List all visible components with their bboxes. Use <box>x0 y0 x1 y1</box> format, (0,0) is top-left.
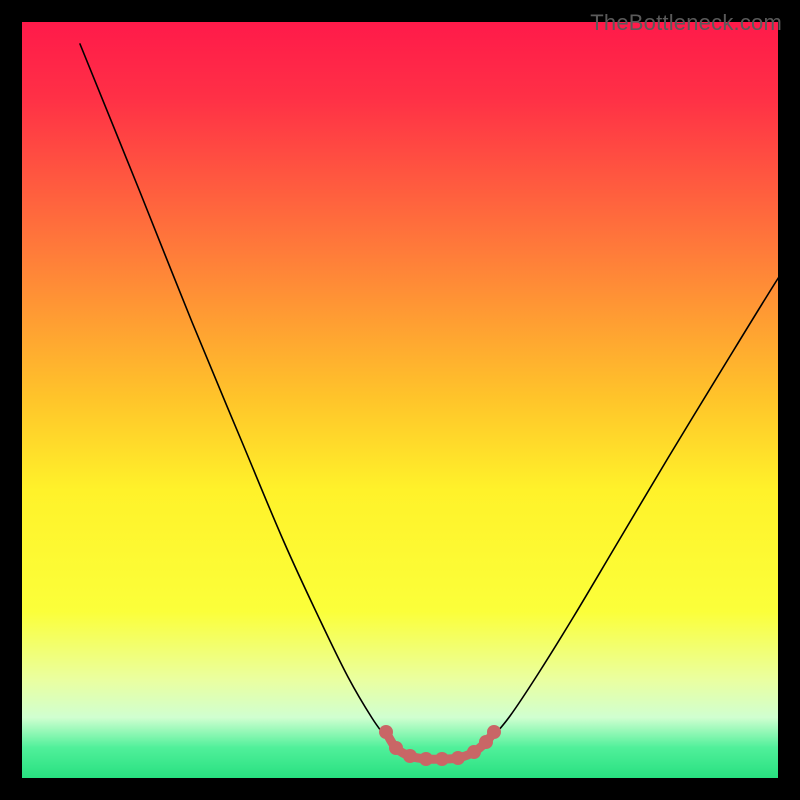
plot-area <box>22 22 778 778</box>
accent-dot <box>379 725 393 739</box>
accent-dot <box>419 752 433 766</box>
chart-svg <box>22 22 800 800</box>
curve-right <box>490 246 800 740</box>
accent-dot <box>403 749 417 763</box>
chart-frame: TheBottleneck.com <box>0 0 800 800</box>
curve-left <box>80 44 388 740</box>
accent-dot <box>487 725 501 739</box>
accent-dot <box>435 752 449 766</box>
accent-dot <box>467 745 481 759</box>
watermark-text: TheBottleneck.com <box>590 10 782 36</box>
accent-dot <box>389 741 403 755</box>
accent-dot <box>451 751 465 765</box>
